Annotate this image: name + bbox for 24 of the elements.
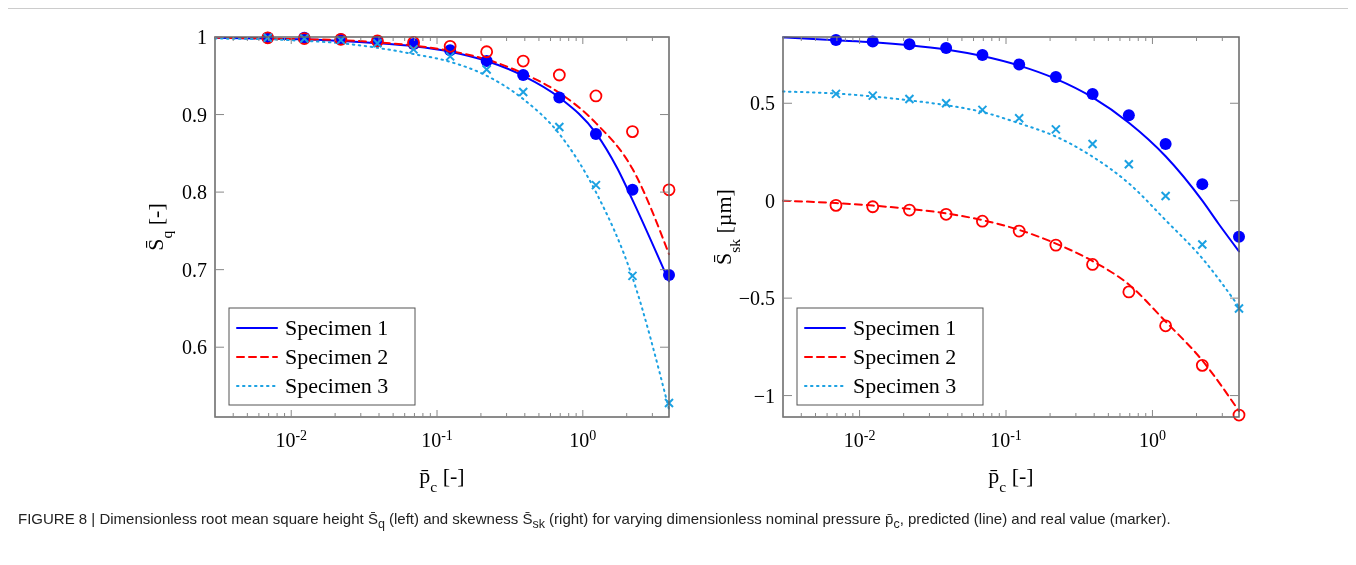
y-tick-label: −0.5 [738, 287, 775, 310]
legend-label: Specimen 2 [853, 344, 957, 369]
x-tick-label: 10$^{0}$ [569, 427, 597, 451]
y-tick-label: 0.6 [182, 336, 207, 359]
y-tick-label: −1 [753, 384, 775, 407]
x-tick-label: 10$^{-1}$ [990, 427, 1022, 451]
x-tick-label: 10$^{0}$ [1138, 427, 1166, 451]
x-tick-label: 10$^{-1}$ [421, 427, 453, 451]
y-tick-label: 0.9 [182, 103, 207, 126]
y-tick-label: 0 [765, 189, 775, 212]
y-tick-label: 0.5 [750, 92, 775, 115]
x-axis-title: p̄$_{c}$ [-] [988, 463, 1034, 495]
x-axis-title: p̄$_{c}$ [-] [419, 463, 465, 495]
legend-label: Specimen 3 [285, 373, 389, 398]
y-tick-label: 0.7 [182, 258, 207, 281]
y-tick-label: 1 [197, 26, 207, 48]
legend-label: Specimen 3 [853, 373, 957, 398]
legend-label: Specimen 1 [285, 315, 389, 340]
legend-label: Specimen 2 [285, 344, 389, 369]
legend-label: Specimen 1 [853, 315, 957, 340]
x-tick-label: 10$^{-2}$ [275, 427, 308, 451]
y-tick-label: 0.8 [182, 181, 207, 204]
x-tick-label: 10$^{-2}$ [843, 427, 876, 451]
caption: FIGURE 8 | Dimensionless root mean square height S̄$_{q}$ (left) and skewness S̄$_{sk}$ (right) for varying dimensionless nominal pressure p̄$_{c}$, predicted (line) and real value (marker). [18, 509, 1172, 533]
